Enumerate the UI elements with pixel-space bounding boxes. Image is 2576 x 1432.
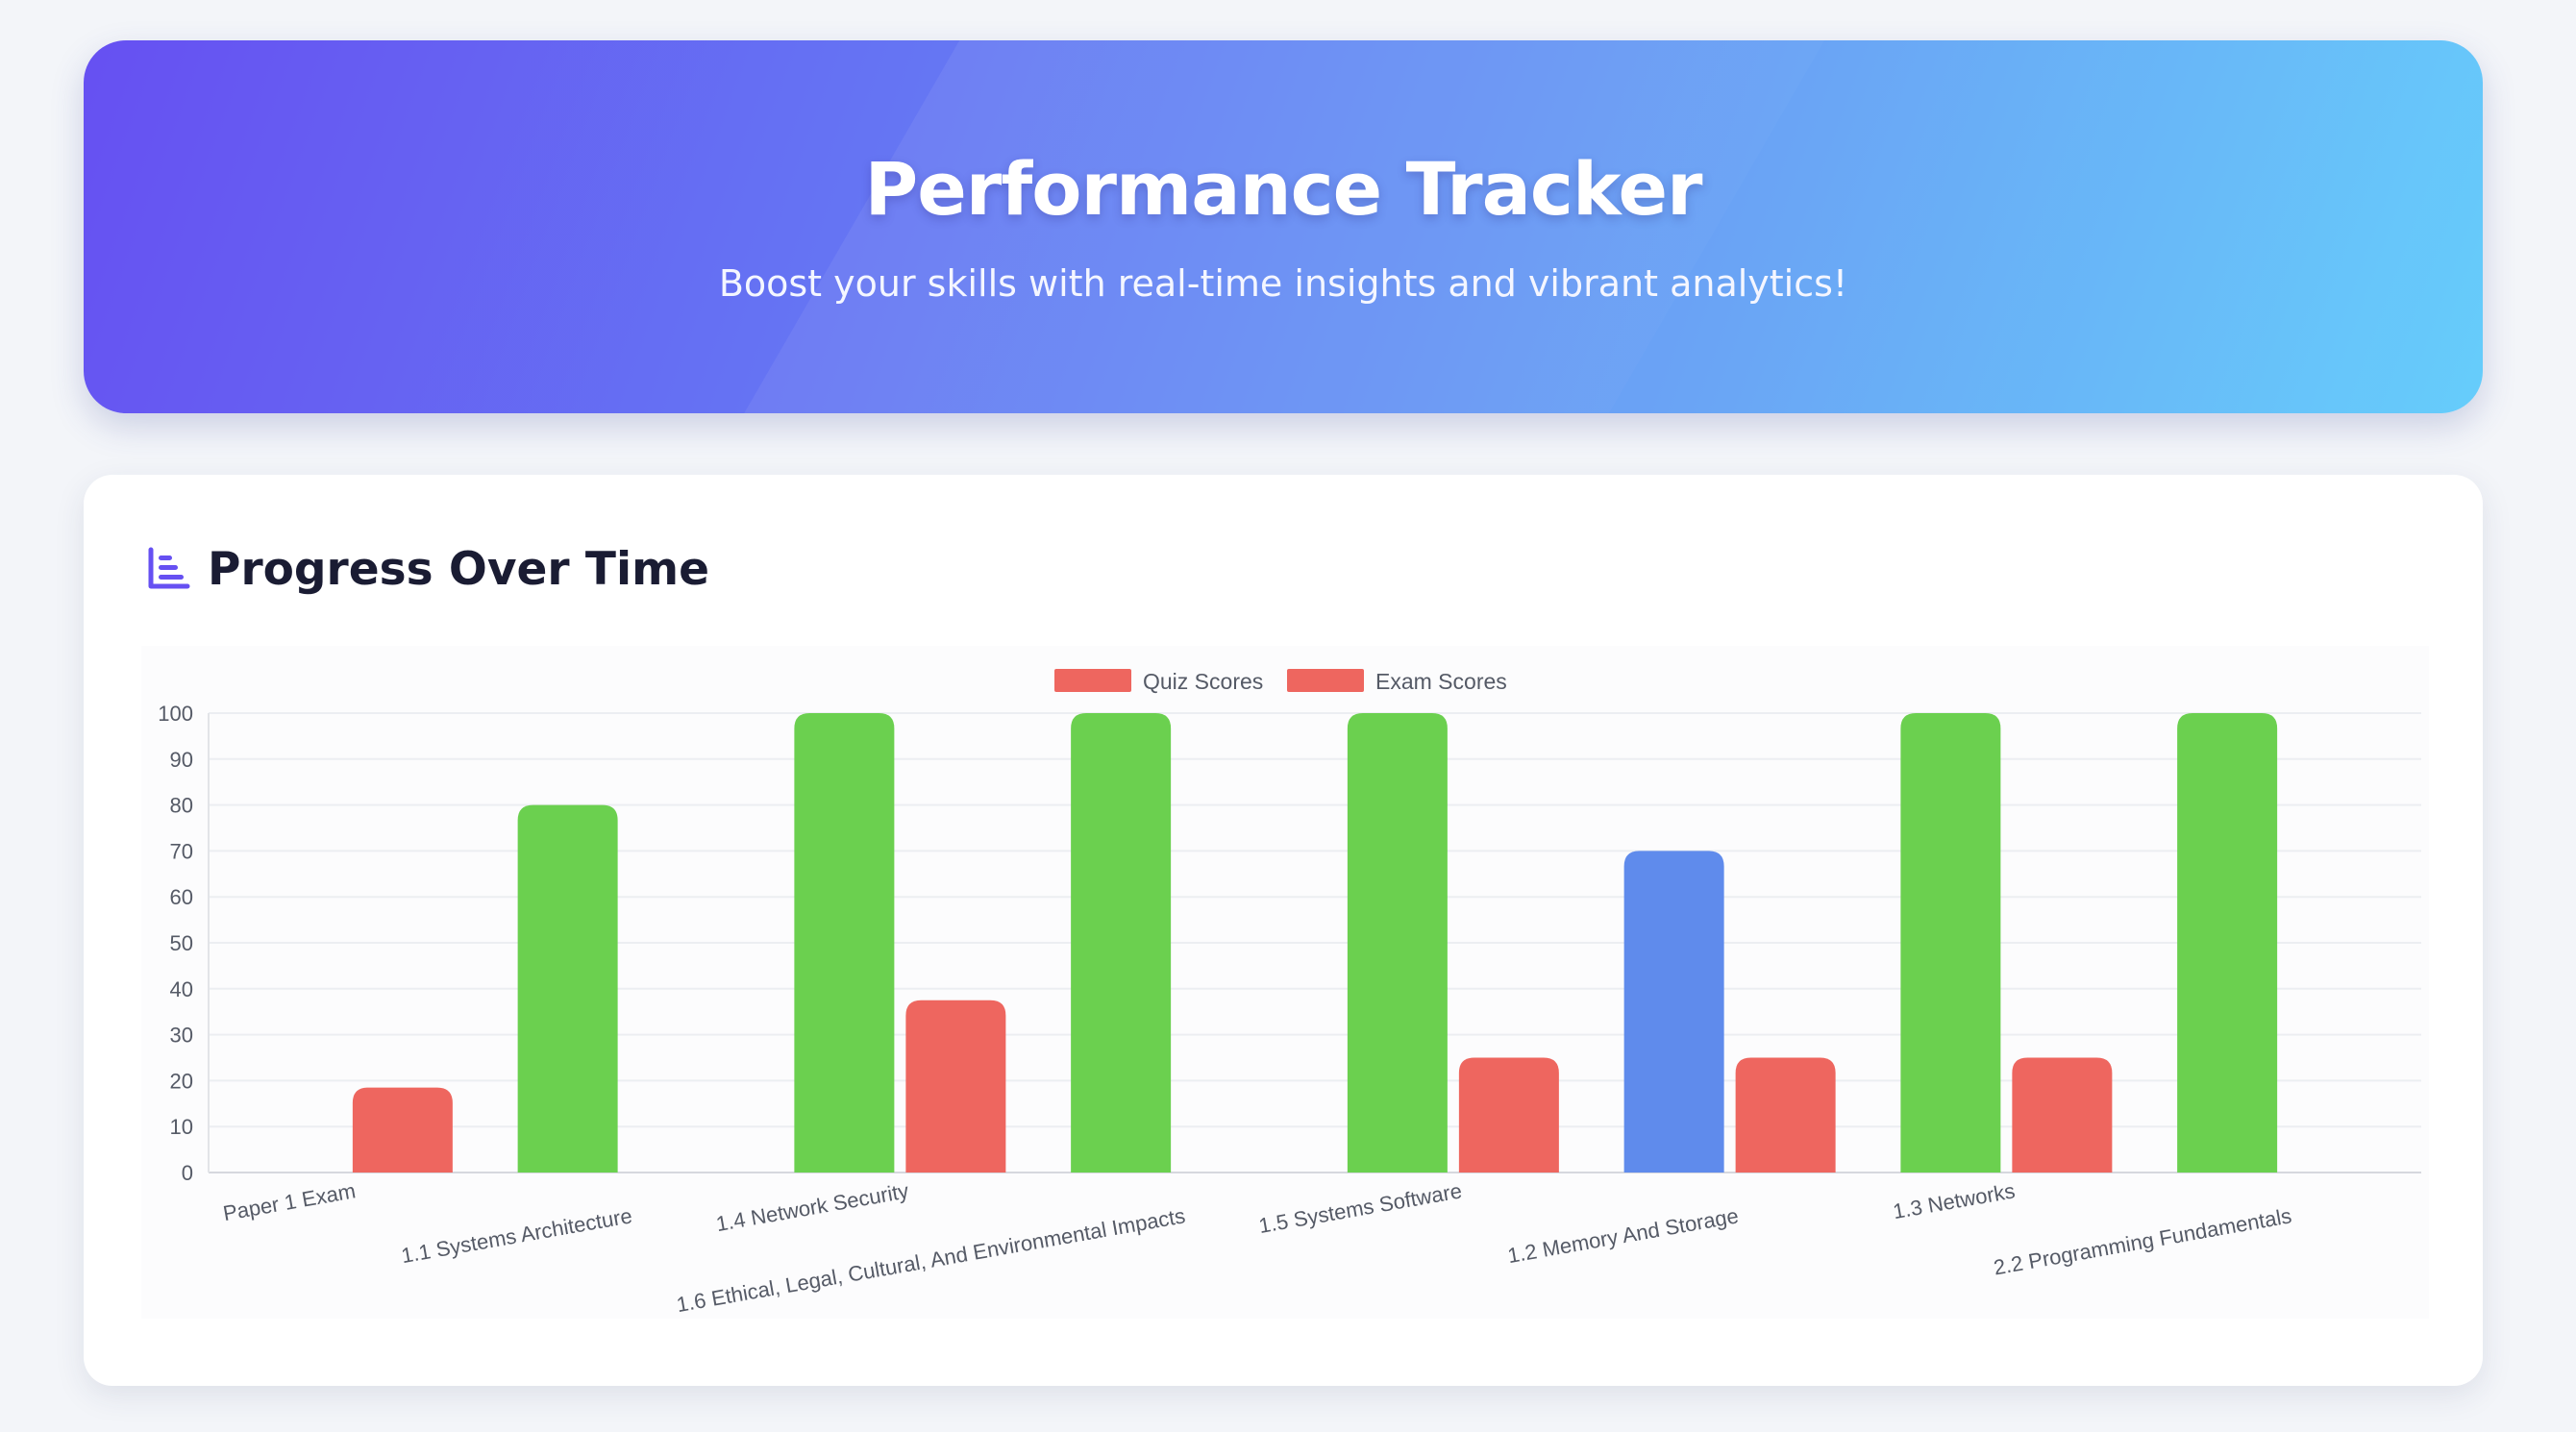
exam-score-bar [352, 1087, 453, 1173]
quiz-score-bar [1347, 713, 1448, 1173]
y-tick-label: 70 [170, 839, 193, 863]
y-tick-label: 40 [170, 977, 193, 1001]
legend-label: Quiz Scores [1143, 669, 1263, 694]
y-tick-label: 100 [158, 702, 193, 726]
card-title: Progress Over Time [208, 542, 709, 596]
card-header: Progress Over Time [144, 542, 709, 596]
legend-label: Exam Scores [1375, 669, 1507, 694]
quiz-score-bar [2177, 713, 2278, 1173]
y-tick-label: 10 [170, 1115, 193, 1139]
y-tick-label: 20 [170, 1069, 193, 1093]
y-tick-label: 60 [170, 885, 193, 909]
y-tick-label: 0 [182, 1161, 193, 1185]
exam-score-bar [2012, 1057, 2113, 1173]
quiz-score-bar [1071, 713, 1172, 1173]
exam-score-bar [1735, 1057, 1836, 1173]
quiz-score-bar [1900, 713, 2001, 1173]
exam-score-bar [905, 1000, 1006, 1173]
header-banner: Performance Tracker Boost your skills wi… [84, 40, 2483, 413]
legend-swatch [1054, 669, 1131, 692]
chart-card: Progress Over Time 0 10 20 30 40 50 60 70 80 90 10… [84, 475, 2483, 1386]
page-title: Performance Tracker [864, 146, 1703, 232]
y-tick-label: 90 [170, 748, 193, 772]
quiz-score-bar [517, 804, 618, 1173]
legend-swatch [1287, 669, 1364, 692]
exam-score-bar [1458, 1057, 1559, 1173]
quiz-score-bar [794, 713, 895, 1173]
quiz-score-bar [1623, 851, 1724, 1173]
y-tick-label: 50 [170, 931, 193, 955]
y-tick-label: 80 [170, 794, 193, 818]
y-tick-label: 30 [170, 1024, 193, 1048]
bar-chart-icon [148, 547, 190, 589]
page-subtitle: Boost your skills with real-time insight… [718, 262, 1848, 305]
